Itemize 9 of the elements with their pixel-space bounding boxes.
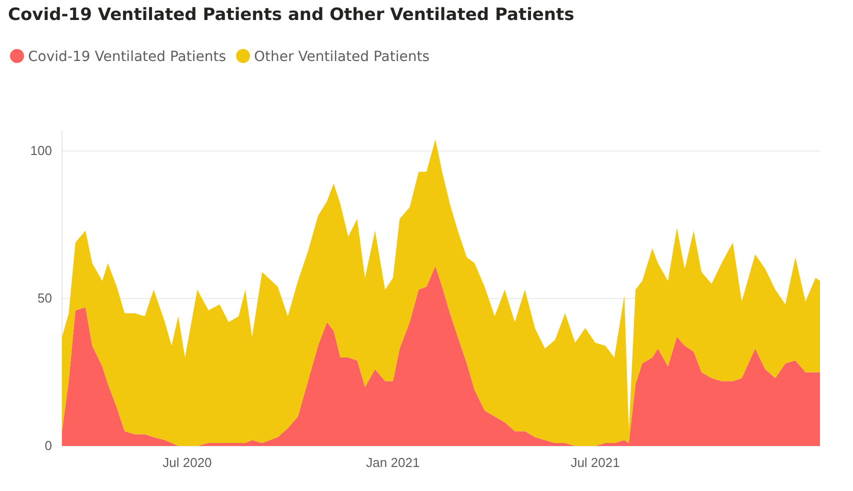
legend-label: Covid-19 Ventilated Patients [28, 49, 226, 65]
chart-title: Covid-19 Ventilated Patients and Other Ventilated Patients [8, 5, 574, 25]
x-tick-label: Jul 2021 [570, 455, 620, 470]
y-tick-label: 50 [38, 290, 52, 306]
x-tick-label: Jul 2020 [162, 455, 212, 470]
legend-label: Other Ventilated Patients [254, 49, 430, 65]
y-tick-label: 100 [30, 143, 52, 158]
y-tick-label: 0 [44, 438, 52, 454]
x-tick-label: Jan 2021 [366, 455, 420, 470]
